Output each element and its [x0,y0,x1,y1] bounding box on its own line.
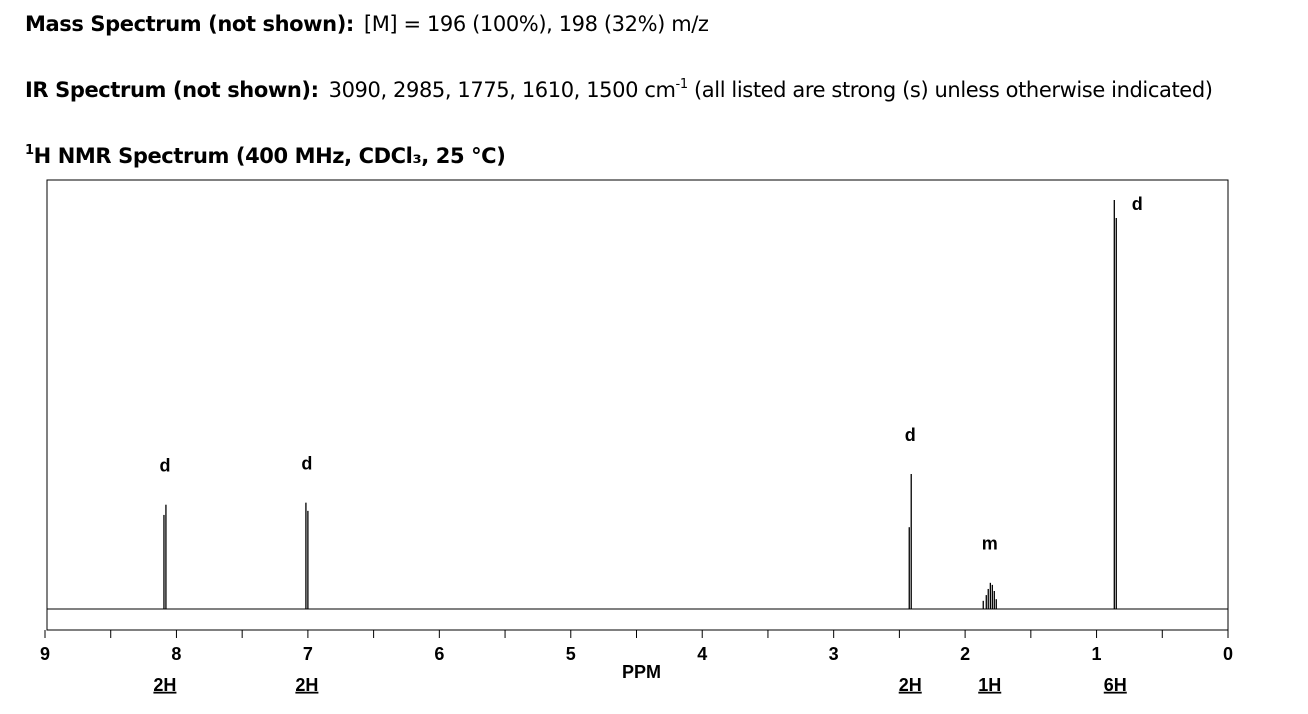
multiplicity-label: d [905,425,916,445]
x-axis-label: PPM [622,662,661,682]
x-tick-label: 4 [697,644,707,664]
integration-label: 1H [978,675,1001,695]
multiplicity-label: d [301,453,312,473]
x-tick-label: 1 [1092,644,1102,664]
plot-frame [46,179,1229,631]
x-tick-label: 6 [434,644,444,664]
integration-label: 2H [295,675,318,695]
multiplicity-label: m [982,534,998,554]
mass-text: [M] = 196 (100%), 198 (32%) m/z [363,12,709,36]
ir-superscript: -1 [675,77,689,92]
ir-text: 3090, 2985, 1775, 1610, 1500 cm [328,78,676,102]
ir-note: (all listed are strong (s) unless otherw… [694,78,1213,102]
x-tick-label: 7 [303,644,313,664]
x-tick-label: 0 [1223,644,1233,664]
integration-label: 2H [899,675,922,695]
chart-title: 1H NMR Spectrum (400 MHz, CDCl₃, 25 °C) [25,143,506,168]
x-tick-label: 5 [566,644,576,664]
title-superscript: 1 [25,143,34,158]
mass-label: Mass Spectrum (not shown): [25,12,354,36]
ir-label: IR Spectrum (not shown): [25,78,319,102]
integration-label: 6H [1104,675,1127,695]
x-tick-label: 3 [829,644,839,664]
multiplicity-label: d [159,455,170,475]
x-tick-label: 2 [960,644,970,664]
x-tick-label: 8 [171,644,181,664]
x-tick-label: 9 [40,644,50,664]
title-text: H NMR Spectrum (400 MHz, CDCl₃, 25 °C) [33,144,506,168]
integration-label: 2H [153,675,176,695]
multiplicity-label: d [1132,194,1143,214]
ir-line: IR Spectrum (not shown): 3090, 2985, 1775… [25,77,1213,102]
mass-line: Mass Spectrum (not shown): [M] = 196 (100… [25,12,709,36]
